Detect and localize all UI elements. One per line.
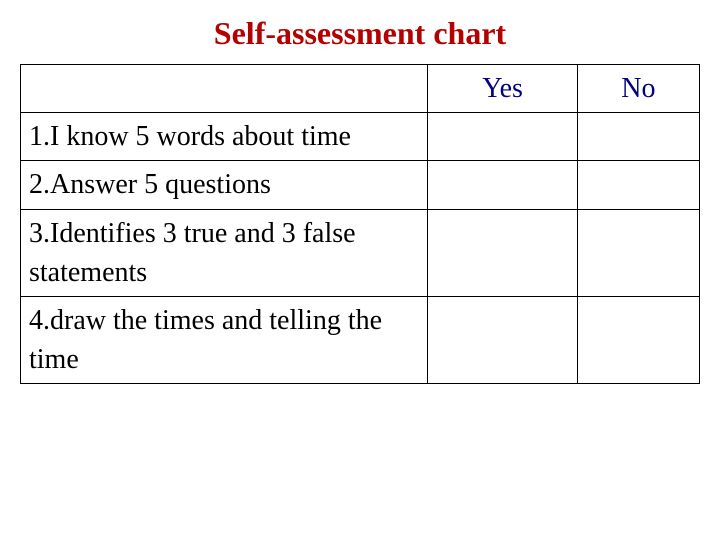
no-cell [577, 113, 699, 161]
table-row: 2.Answer 5 questions [21, 161, 700, 209]
yes-cell [428, 296, 577, 383]
yes-cell [428, 209, 577, 296]
yes-cell [428, 113, 577, 161]
header-statement [21, 65, 428, 113]
table-row: 3.Identifies 3 true and 3 false statemen… [21, 209, 700, 296]
table-row: 4.draw the times and telling the time [21, 296, 700, 383]
statement-cell: 2.Answer 5 questions [21, 161, 428, 209]
chart-title: Self-assessment chart [20, 15, 700, 52]
header-yes: Yes [428, 65, 577, 113]
no-cell [577, 161, 699, 209]
statement-cell: 1.I know 5 words about time [21, 113, 428, 161]
table-row: 1.I know 5 words about time [21, 113, 700, 161]
assessment-table: Yes No 1.I know 5 words about time 2.Ans… [20, 64, 700, 384]
no-cell [577, 296, 699, 383]
table-header-row: Yes No [21, 65, 700, 113]
statement-cell: 4.draw the times and telling the time [21, 296, 428, 383]
yes-cell [428, 161, 577, 209]
statement-cell: 3.Identifies 3 true and 3 false statemen… [21, 209, 428, 296]
no-cell [577, 209, 699, 296]
header-no: No [577, 65, 699, 113]
